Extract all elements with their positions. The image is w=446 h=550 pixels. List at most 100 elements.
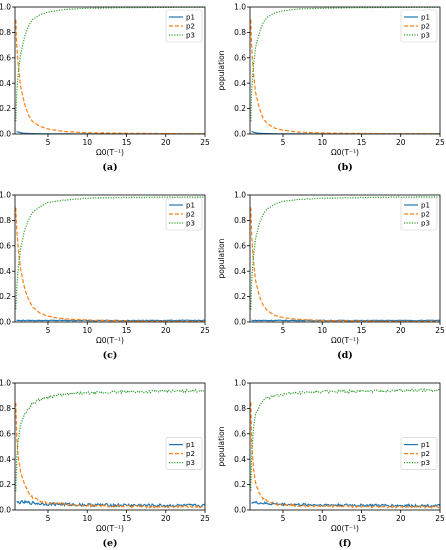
x-tick-label: 25 <box>435 326 445 335</box>
x-tick-label: 5 <box>46 138 51 147</box>
y-tick-label: 0.6 <box>234 241 246 250</box>
panel-caption: (e) <box>102 538 117 549</box>
x-tick-label: 20 <box>396 138 406 147</box>
x-axis-label: Ω0(T⁻¹) <box>96 336 124 345</box>
chart-panel: 5101520250.00.20.40.60.81.0Ω0(T⁻¹)popula… <box>0 3 210 173</box>
x-tick-label: 15 <box>357 138 367 147</box>
x-tick-label: 5 <box>46 326 51 335</box>
y-tick-label: 0.6 <box>0 429 11 438</box>
chart-panel: 5101520250.00.20.40.60.81.0Ω0(T⁻¹)popula… <box>0 191 210 361</box>
panel-caption: (a) <box>102 162 117 173</box>
x-axis-label: Ω0(T⁻¹) <box>331 524 359 533</box>
x-tick-label: 25 <box>435 138 445 147</box>
series-line-p2 <box>250 402 440 509</box>
axes-frame <box>14 194 206 323</box>
legend-box <box>165 9 203 43</box>
y-axis-label: population <box>217 426 226 466</box>
x-tick-label: 5 <box>281 138 286 147</box>
y-tick-label: 0.4 <box>0 267 11 276</box>
x-tick-label: 10 <box>82 138 92 147</box>
x-tick-label: 5 <box>46 514 51 523</box>
series-group <box>250 196 440 322</box>
y-tick-label: 0.4 <box>234 267 246 276</box>
y-tick-label: 0.6 <box>0 241 11 250</box>
series-line-p3 <box>250 387 440 491</box>
x-tick-label: 10 <box>317 138 327 147</box>
y-tick-label: 0.0 <box>234 318 246 327</box>
y-tick-label: 0.0 <box>0 130 11 139</box>
y-tick-label: 0.2 <box>0 480 11 489</box>
legend-label-p1: p1 <box>186 202 195 210</box>
legend-label-p3: p3 <box>421 459 430 467</box>
y-tick-label: 1.0 <box>0 379 11 388</box>
x-tick-label: 15 <box>122 326 132 335</box>
x-tick-label: 25 <box>200 514 210 523</box>
series-line-p1 <box>251 500 440 508</box>
x-tick-label: 15 <box>357 514 367 523</box>
y-tick-label: 0.2 <box>234 480 246 489</box>
y-tick-label: 0.2 <box>234 292 246 301</box>
axes-frame <box>249 382 441 511</box>
x-tick-label: 10 <box>82 514 92 523</box>
series-line-p2 <box>250 207 440 322</box>
series-line-p3 <box>15 388 205 492</box>
series-line-p1 <box>16 499 205 508</box>
y-tick-label: 0.8 <box>234 404 246 413</box>
panel-caption: (b) <box>337 162 353 173</box>
legend-label-p2: p2 <box>186 211 195 219</box>
y-tick-label: 0.4 <box>0 455 11 464</box>
y-tick-label: 0.8 <box>0 28 11 37</box>
series-group <box>15 388 205 509</box>
legend-label-p3: p3 <box>186 459 195 467</box>
x-tick-label: 20 <box>161 326 171 335</box>
legend-box <box>400 9 438 43</box>
legend-label-p2: p2 <box>421 23 430 31</box>
legend-label-p1: p1 <box>421 441 430 449</box>
y-tick-label: 0.4 <box>0 79 11 88</box>
x-axis-label: Ω0(T⁻¹) <box>331 336 359 345</box>
y-tick-label: 0.4 <box>234 455 246 464</box>
y-tick-label: 0.6 <box>234 429 246 438</box>
y-tick-label: 0.2 <box>0 292 11 301</box>
x-tick-label: 25 <box>200 138 210 147</box>
legend-label-p1: p1 <box>186 14 195 22</box>
legend-label-p1: p1 <box>421 202 430 210</box>
series-line-p3 <box>250 7 440 122</box>
y-tick-label: 1.0 <box>0 191 11 200</box>
y-tick-label: 1.0 <box>234 3 246 12</box>
x-tick-label: 20 <box>396 514 406 523</box>
chart-panel: 5101520250.00.20.40.60.81.0Ω0(T⁻¹)popula… <box>0 379 210 549</box>
x-axis-label: Ω0(T⁻¹) <box>96 524 124 533</box>
legend-box <box>400 437 438 470</box>
legend-box <box>165 437 203 470</box>
x-axis-label: Ω0(T⁻¹) <box>331 148 359 157</box>
series-group <box>250 387 440 509</box>
x-tick-label: 25 <box>200 326 210 335</box>
legend-label-p1: p1 <box>186 441 195 449</box>
y-tick-label: 0.2 <box>234 104 246 113</box>
panel-caption: (f) <box>338 538 351 549</box>
y-tick-label: 0.0 <box>0 506 11 515</box>
legend-label-p3: p3 <box>421 32 430 40</box>
x-tick-label: 25 <box>435 514 445 523</box>
legend-label-p1: p1 <box>421 14 430 22</box>
legend-label-p2: p2 <box>186 450 195 458</box>
series-group <box>15 196 205 322</box>
axes-frame <box>249 194 441 323</box>
legend-box <box>400 197 438 231</box>
series-line-p3 <box>15 7 205 122</box>
axes-frame <box>14 6 206 135</box>
y-tick-label: 1.0 <box>0 3 11 12</box>
x-tick-label: 20 <box>161 138 171 147</box>
legend-label-p3: p3 <box>186 32 195 40</box>
y-tick-label: 0.0 <box>234 506 246 515</box>
x-tick-label: 5 <box>281 514 286 523</box>
